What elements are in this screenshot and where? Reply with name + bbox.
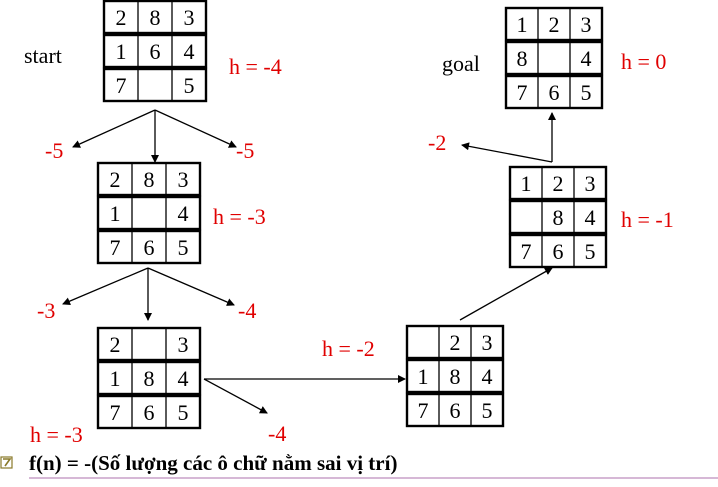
- board-cell: 1: [110, 366, 121, 391]
- board-cell: 6: [549, 80, 560, 105]
- board-cell: 3: [184, 5, 195, 30]
- board-cell: 1: [521, 171, 532, 196]
- board-cell: 8: [144, 366, 155, 391]
- h-level1: h = -3: [213, 204, 266, 229]
- board-cell: 5: [178, 400, 189, 425]
- branch-level2-down: -4: [268, 421, 286, 446]
- puzzle-board-right1: 2 3 1 8 4 7 6 5: [405, 324, 505, 428]
- board-cell: 4: [581, 46, 592, 71]
- board-cell: 2: [116, 5, 127, 30]
- board-row: [96, 394, 202, 430]
- board-row: [504, 40, 604, 76]
- arrow-right1-up: [459, 267, 553, 321]
- board-cell: 2: [553, 171, 564, 196]
- board-cell: 2: [549, 12, 560, 37]
- board-row: [102, 33, 208, 69]
- board-row: [96, 229, 202, 265]
- board-cell: 5: [178, 235, 189, 260]
- board-cell: 2: [450, 330, 461, 355]
- h-right2: h = -1: [621, 207, 674, 232]
- arrow-start-right: [154, 109, 237, 148]
- board-cell: 5: [585, 239, 596, 264]
- board-cell: 4: [184, 39, 195, 64]
- branch-level1-right: -4: [238, 298, 256, 323]
- board-cell: 6: [553, 239, 564, 264]
- board-cell: 8: [517, 46, 528, 71]
- bullet-icon: [0, 456, 13, 469]
- board-cell: 6: [144, 400, 155, 425]
- goal-label: goal: [442, 51, 480, 76]
- board-cell: 7: [418, 398, 429, 423]
- puzzle-board-goal: 1 2 3 8 4 7 6 5: [504, 6, 604, 110]
- caption-formula: f(n) = -(Số lượng các ô chữ nằm sai vị t…: [29, 451, 397, 475]
- puzzle-board-start: 2 8 3 1 6 4 7 5: [102, 0, 208, 103]
- board-cell: 7: [517, 80, 528, 105]
- arrow-level1-right: [147, 267, 235, 306]
- board-cell: 3: [178, 332, 189, 357]
- board-row: [504, 74, 604, 110]
- board-row: [96, 195, 202, 231]
- puzzle-board-level2: 2 3 1 8 4 7 6 5: [96, 326, 202, 430]
- board-cell: 2: [110, 167, 121, 192]
- branch-start-left: -5: [45, 138, 63, 163]
- board-row: [405, 358, 505, 394]
- board-row: [96, 360, 202, 396]
- board-cell: 4: [178, 201, 189, 226]
- board-cell: 6: [144, 235, 155, 260]
- board-cell: 7: [116, 73, 127, 98]
- board-row: [508, 233, 608, 269]
- board-cell: 3: [581, 12, 592, 37]
- board-cell: 4: [482, 364, 493, 389]
- board-row: [96, 326, 202, 362]
- arrow-right2-left: [461, 142, 553, 163]
- board-cell: 3: [585, 171, 596, 196]
- board-cell: 8: [144, 167, 155, 192]
- arrow-level2-down: [203, 378, 268, 414]
- board-row: [508, 165, 608, 201]
- board-cell: 8: [150, 5, 161, 30]
- board-row: [102, 0, 208, 35]
- board-row: [96, 161, 202, 197]
- board-cell: 7: [110, 235, 121, 260]
- board-cell: 7: [110, 400, 121, 425]
- board-row: [405, 324, 505, 360]
- board-cell: 5: [581, 80, 592, 105]
- branch-start-right: -5: [236, 138, 254, 163]
- board-cell: 3: [482, 330, 493, 355]
- board-row: [504, 6, 604, 42]
- board-row: [405, 392, 505, 428]
- h-start: h = -4: [229, 54, 282, 79]
- board-row: [102, 67, 208, 103]
- h-goal: h = 0: [621, 49, 666, 74]
- board-cell: 5: [184, 73, 195, 98]
- arrow-start-left: [72, 109, 156, 148]
- board-cell: 8: [450, 364, 461, 389]
- board-cell: 3: [178, 167, 189, 192]
- board-cell: 4: [178, 366, 189, 391]
- board-cell: 1: [517, 12, 528, 37]
- board-cell: 6: [150, 39, 161, 64]
- board-cell: 1: [116, 39, 127, 64]
- arrows: [62, 109, 556, 414]
- board-cell: 8: [553, 205, 564, 230]
- board-cell: 1: [110, 201, 121, 226]
- puzzle-board-right2: 1 2 38 4 7 6 5: [508, 165, 608, 269]
- h-right1: h = -2: [322, 336, 375, 361]
- puzzle-board-level1: 2 8 3 1 4 7 6 5: [96, 161, 202, 265]
- arrow-level1-left: [62, 267, 149, 305]
- board-cell: 2: [110, 332, 121, 357]
- branch-level1-left: -3: [37, 298, 55, 323]
- board-cell: 4: [585, 205, 596, 230]
- branch-right2-left: -2: [428, 130, 446, 155]
- board-cell: 6: [450, 398, 461, 423]
- h-level2: h = -3: [30, 422, 83, 447]
- start-label: start: [24, 43, 62, 68]
- board-row: [508, 199, 608, 235]
- board-cell: 5: [482, 398, 493, 423]
- board-cell: 7: [521, 239, 532, 264]
- board-cell: 1: [418, 364, 429, 389]
